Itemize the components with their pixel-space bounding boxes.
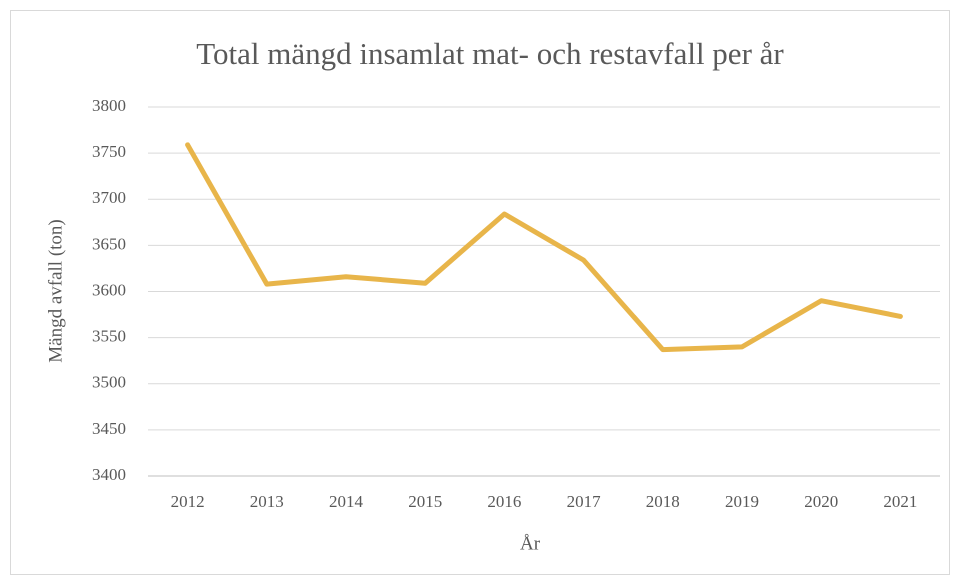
x-tick-label: 2018 xyxy=(646,492,680,511)
y-tick-label: 3500 xyxy=(92,373,126,392)
x-tick-label: 2019 xyxy=(725,492,759,511)
y-tick-label: 3400 xyxy=(92,465,126,484)
y-tick-label: 3800 xyxy=(92,96,126,115)
x-axis-label: År xyxy=(520,533,541,554)
x-tick-label: 2020 xyxy=(804,492,838,511)
chart-frame xyxy=(10,10,950,575)
y-tick-label: 3600 xyxy=(92,280,126,299)
y-tick-label: 3700 xyxy=(92,188,126,207)
y-tick-label: 3650 xyxy=(92,234,126,253)
y-tick-label: 3750 xyxy=(92,142,126,161)
x-tick-label: 2014 xyxy=(329,492,364,511)
x-tick-label: 2016 xyxy=(487,492,521,511)
chart-title: Total mängd insamlat mat- och restavfall… xyxy=(196,36,784,71)
x-tick-label: 2013 xyxy=(250,492,284,511)
y-axis-label: Mängd avfall (ton) xyxy=(45,219,66,363)
y-tick-label: 3550 xyxy=(92,327,126,346)
y-tick-label: 3450 xyxy=(92,419,126,438)
x-tick-label: 2012 xyxy=(171,492,205,511)
x-tick-label: 2017 xyxy=(567,492,602,511)
x-tick-label: 2021 xyxy=(883,492,917,511)
x-tick-label: 2015 xyxy=(408,492,442,511)
data-line xyxy=(185,142,903,353)
